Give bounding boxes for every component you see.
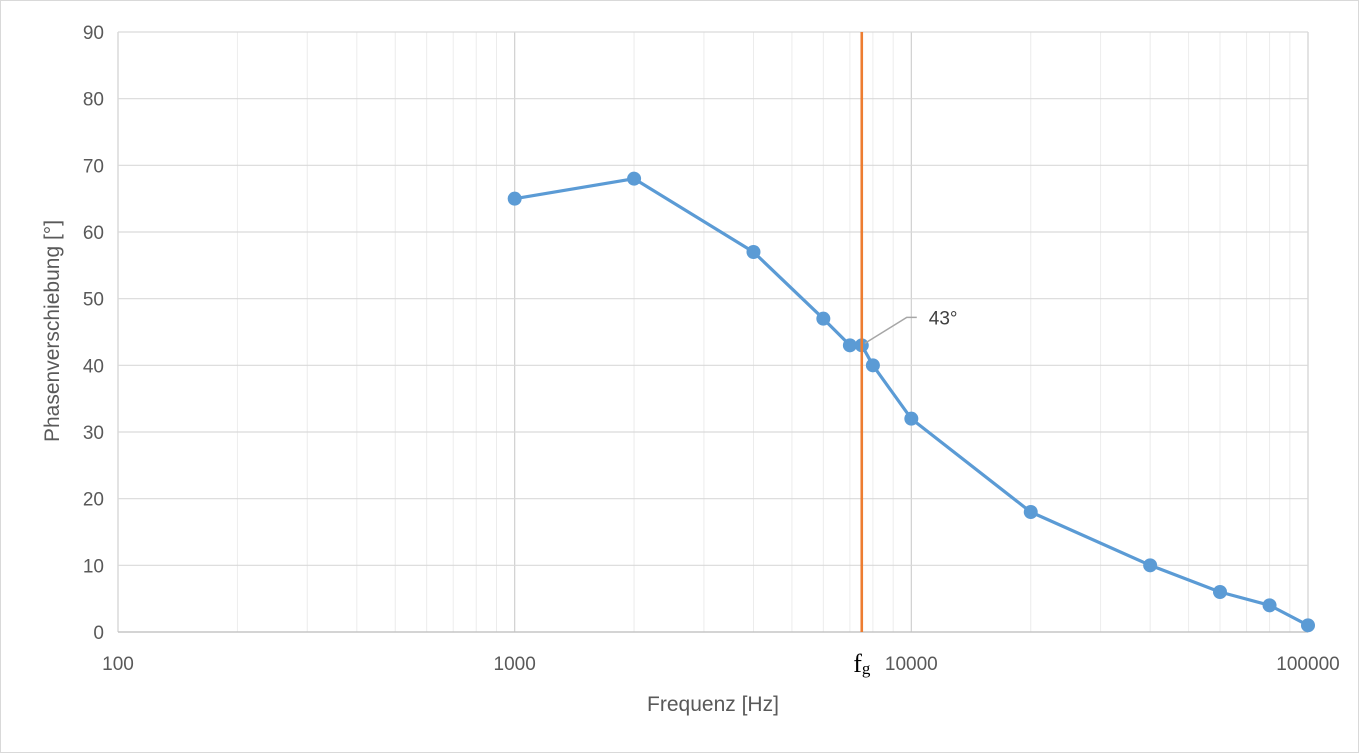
y-tick-label: 50 xyxy=(83,290,104,311)
grid xyxy=(117,31,1309,633)
y-tick-label: 0 xyxy=(93,623,104,644)
data-point xyxy=(904,411,919,426)
y-tick-label: 40 xyxy=(83,356,104,377)
fg-label: fg xyxy=(853,649,871,678)
y-axis-title: Phasenverschiebung [°] xyxy=(41,220,64,442)
annotation-leader xyxy=(864,316,917,344)
data-point xyxy=(865,358,880,373)
series xyxy=(507,171,1315,633)
y-tick-label: 20 xyxy=(83,490,104,511)
y-tick-label: 80 xyxy=(83,90,104,111)
annotation-label: 43° xyxy=(929,308,958,329)
data-point xyxy=(1301,618,1315,633)
y-tick-label: 90 xyxy=(83,23,104,44)
data-point xyxy=(1143,558,1158,573)
data-point xyxy=(1213,585,1227,599)
x-tick-label: 10000 xyxy=(885,654,938,675)
y-tick-label: 70 xyxy=(83,156,104,177)
x-tick-label: 1000 xyxy=(494,654,536,675)
data-point xyxy=(507,191,522,206)
y-tick-label: 10 xyxy=(83,556,104,577)
x-tick-label: 100000 xyxy=(1276,654,1339,675)
x-tick-label: 100 xyxy=(102,654,134,675)
y-tick-label: 30 xyxy=(83,423,104,444)
overlays: fg 43° xyxy=(853,32,958,678)
x-axis-title: Frequenz [Hz] xyxy=(647,693,779,716)
data-point xyxy=(1023,505,1038,519)
tick-labels: 0 10 20 30 40 50 60 70 80 90 100 1000 10000 100000 xyxy=(83,23,1340,675)
data-point xyxy=(746,245,761,259)
data-point xyxy=(627,171,642,186)
data-point xyxy=(816,311,831,326)
data-point xyxy=(842,338,857,353)
y-tick-label: 60 xyxy=(83,223,104,244)
data-point xyxy=(1262,598,1277,613)
